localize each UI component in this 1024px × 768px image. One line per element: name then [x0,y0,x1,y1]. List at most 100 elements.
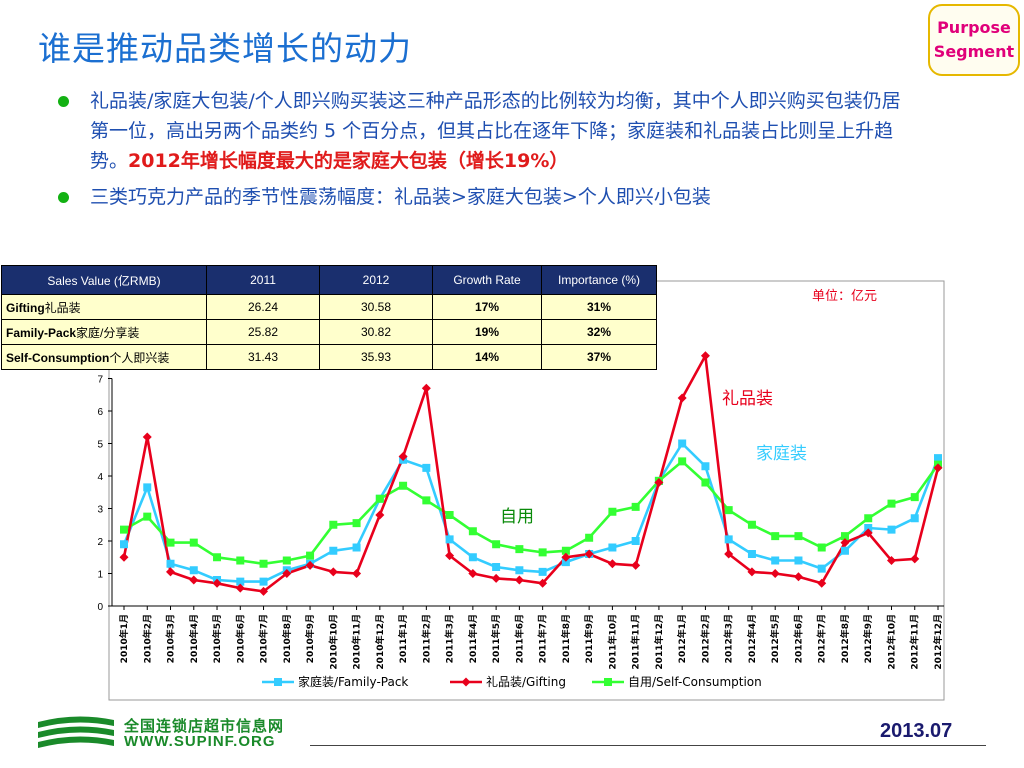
data-point [910,493,919,502]
data-point [561,546,570,555]
data-point [887,499,896,508]
data-point [235,583,245,593]
data-point [399,481,408,490]
table-row: Self-Consumption个人即兴装 31.43 35.93 14% 37… [1,344,657,370]
data-point [724,506,733,515]
data-point [514,575,524,585]
x-tick-label: 2012年12月 [932,614,944,670]
data-point [422,496,431,505]
data-point [561,558,570,567]
data-point [282,569,292,578]
y-tick-label: 0 [97,602,103,613]
y-tick-label: 4 [97,472,103,483]
data-point [864,514,873,523]
page-title: 谁是推动品类增长的动力 [38,29,412,68]
data-point [934,454,942,463]
x-tick-label: 2010年8月 [281,614,293,663]
logo-text-cn: 全国连锁店超市信息网 [124,717,285,735]
data-point [282,556,291,565]
data-point [794,556,803,565]
table-row: Gifting礼品装 26.24 30.58 17% 31% [1,294,657,320]
data-point [771,556,780,565]
x-tick-label: 2012年2月 [699,614,711,663]
x-tick-label: 2012年10月 [885,614,897,670]
data-point [608,507,617,516]
x-tick-label: 2012年8月 [839,614,851,663]
data-point [166,538,175,547]
data-point [515,566,524,575]
data-point [678,439,687,448]
cell-2011: 26.24 [206,294,320,320]
data-point [817,564,826,573]
data-point [864,524,873,532]
data-point [189,538,198,547]
x-tick-label: 2011年3月 [444,614,456,663]
chart-legend: 家庭装/Family-Pack 礼品装/Gifting 自用/Self-Consum… [262,674,762,689]
x-tick-label: 2012年4月 [746,614,758,663]
data-point [143,512,152,521]
data-point [352,543,361,552]
legend-marker [274,678,282,686]
data-point [189,566,198,575]
data-point [677,393,687,403]
data-point [166,567,176,577]
annotation-family: 家庭装 [756,444,807,464]
x-tick-label: 2010年3月 [165,614,177,663]
cell-2012: 30.82 [319,319,433,345]
col-header-sales-value: Sales Value (亿RMB) [1,265,207,295]
data-point [584,549,594,559]
bullet-dot-icon [58,192,69,203]
data-point [492,540,501,549]
data-point [631,537,640,545]
x-tick-label: 2011年11月 [630,614,642,670]
col-header-2012: 2012 [319,265,433,295]
x-tick-label: 2010年4月 [188,614,200,663]
x-tick-label: 2010年1月 [118,614,130,663]
data-point [607,559,617,569]
data-point [793,572,803,582]
data-point [631,560,641,570]
x-tick-label: 2011年9月 [583,614,595,663]
data-point [817,578,827,588]
data-point [840,532,849,541]
x-tick-label: 2011年4月 [467,614,479,663]
col-header-importance: Importance (%) [541,265,657,295]
supinf-logo-icon [38,716,114,748]
data-point [142,432,152,442]
x-tick-label: 2010年9月 [304,614,316,663]
legend-label: 自用/Self-Consumption [628,675,762,689]
x-tick-label: 2010年6月 [234,614,246,663]
data-point [305,560,315,570]
cell-2011: 25.82 [206,319,320,345]
table-header-row: Sales Value (亿RMB) 2011 2012 Growth Rate… [1,265,657,295]
data-point [445,551,455,561]
data-point [585,533,594,542]
bullet-item-2: 三类巧克力产品的季节性震荡幅度：礼品装>家庭大包装>个人即兴小包装 [58,182,918,212]
data-point [933,463,943,473]
x-tick-label: 2012年5月 [769,614,781,663]
data-point [840,546,849,555]
cell-growth: 17% [432,294,542,320]
purpose-segment-badge[interactable]: Purpose Segment [928,4,1020,76]
data-point [910,514,919,523]
sales-table: Sales Value (亿RMB) 2011 2012 Growth Rate… [1,265,657,370]
logo-text-en: WWW.SUPINF.ORG [124,733,276,750]
badge-line-2: Segment [933,42,1015,61]
legend-marker [604,678,612,686]
data-point [817,543,826,552]
data-point [886,556,896,565]
cell-growth: 14% [432,344,542,370]
cell-2012: 30.58 [319,294,433,320]
x-tick-label: 2012年6月 [792,614,804,663]
data-point [259,577,268,586]
data-point [120,540,128,549]
col-header-growth: Growth Rate [432,265,542,295]
data-point [515,545,524,554]
x-tick-label: 2012年9月 [862,614,874,663]
y-tick-label: 6 [97,407,103,418]
legend-marker [461,677,471,687]
data-point [236,577,245,586]
data-point [678,457,687,466]
bullet-list: 礼品装/家庭大包装/个人即兴购买装这三种产品形态的比例较为均衡，其中个人即兴购买… [58,86,918,218]
data-point [747,520,756,529]
